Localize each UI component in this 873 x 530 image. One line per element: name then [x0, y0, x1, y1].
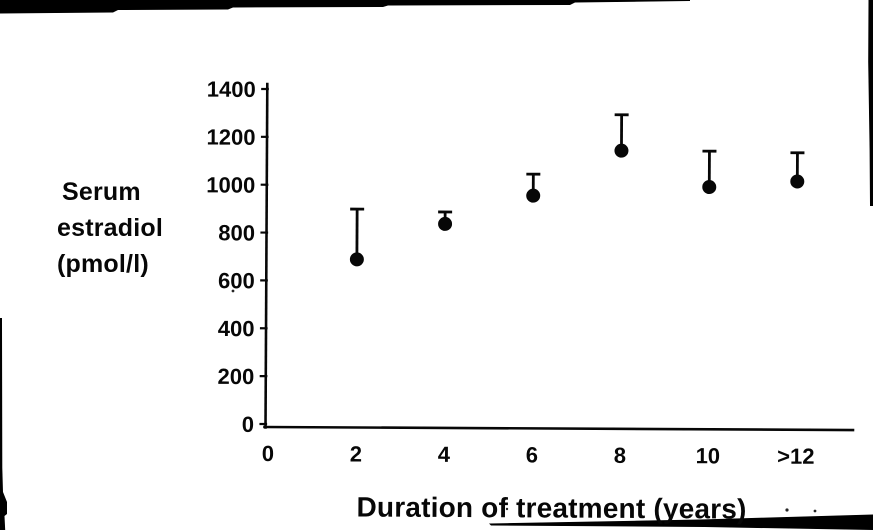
x-axis-title: Duration of treatment (years): [356, 491, 746, 524]
y-tick-label: 400: [218, 316, 255, 341]
data-series: [349, 113, 805, 267]
y-tick-label: 1400: [207, 77, 256, 102]
scan-speck: [813, 509, 817, 513]
x-tick-label: 4: [438, 442, 451, 467]
x-tick-label: 8: [614, 443, 626, 468]
scan-speck: [785, 508, 789, 512]
data-point: [614, 143, 629, 158]
scan-speck: [231, 289, 235, 293]
scan-speck: [505, 507, 509, 511]
y-axis-title-line: Serum: [62, 178, 141, 206]
y-axis-ticks: 0 200 400 600 800 1000 1200 1400: [206, 77, 269, 437]
y-tick-label: 1000: [206, 172, 255, 197]
data-point: [526, 188, 541, 203]
scan-artifact-top-edge: [0, 0, 690, 14]
data-point: [790, 174, 805, 189]
x-tick-label: 2: [350, 441, 362, 466]
y-tick-label: 800: [218, 220, 255, 245]
scan-artifact-left-edge: [0, 318, 7, 530]
x-tick-label: 6: [526, 442, 538, 467]
data-point: [702, 180, 717, 195]
x-tick-label: >12: [777, 444, 814, 469]
data-point: [438, 216, 453, 231]
y-tick-label: 600: [218, 268, 255, 293]
y-tick-label: 1200: [207, 125, 256, 150]
scan-artifact-right-edge: [868, 0, 873, 206]
y-axis-line: [264, 82, 269, 429]
scan-artifact-bottom-edge: [489, 514, 873, 530]
y-axis-title: Serum estradiol (pmol/l): [57, 178, 163, 278]
y-tick-label: 0: [242, 412, 254, 437]
y-axis-title-line: estradiol: [57, 214, 163, 242]
y-tick-label: 200: [217, 364, 254, 389]
x-axis-line: [263, 425, 855, 432]
plot-area: 0 200 400 600 800 1000 1200 1400 0 2 4 6 8 10 >12 Dur…: [206, 77, 855, 525]
x-tick-label: 10: [696, 443, 721, 468]
x-axis-ticks: 0 2 4 6 8 10 >12: [262, 441, 815, 469]
data-point: [349, 252, 364, 267]
y-axis-title-line: (pmol/l): [57, 250, 149, 278]
x-tick-label: 0: [262, 441, 274, 466]
